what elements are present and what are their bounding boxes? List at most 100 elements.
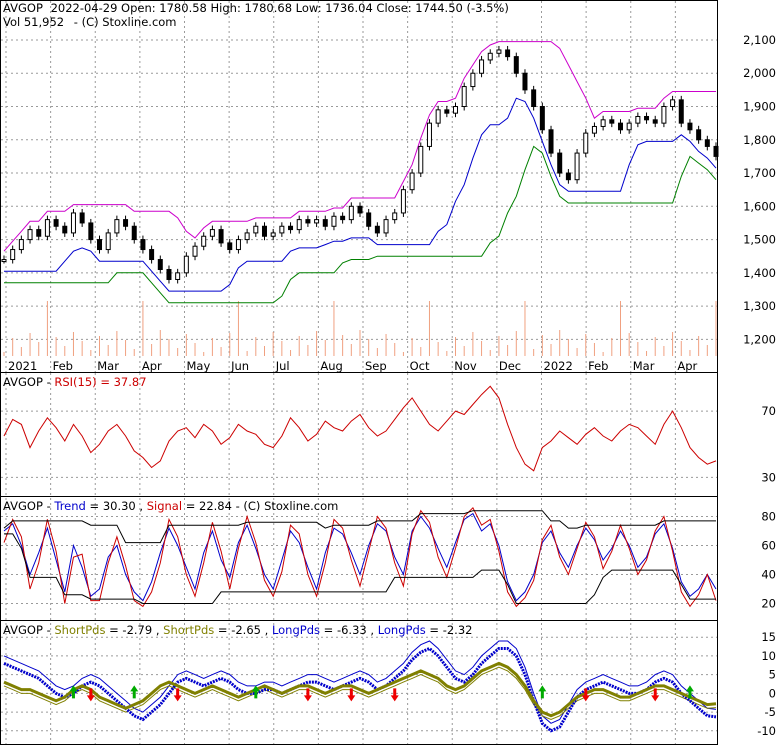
buy-arrow [251,685,260,699]
price-x-tick: 2022 [544,359,573,373]
buy-arrow [538,685,547,699]
candle-body [479,59,485,74]
price-x-tick: Feb [53,359,73,373]
candle-body [201,235,207,247]
sell-arrow [390,688,399,702]
sell-arrow [303,688,312,702]
sell-arrow [581,688,590,702]
trend-y-tick: 80 [761,510,776,524]
candle-body [261,225,267,237]
candle-body [426,122,432,147]
price-y-tick: 1,200 [743,332,776,346]
price-y-tick: 2,100 [743,33,776,47]
rsi-header: AVGOP - RSI(15) = 37.87 [3,375,147,389]
candle-body [10,249,16,261]
candle-body [209,229,215,237]
candle-body [652,119,658,124]
pds-y-tick: 10 [761,649,776,663]
rsi-panel-frame [0,372,718,497]
candle-body [123,219,129,227]
candle-body [713,145,719,157]
candle-body [366,212,372,227]
rsi-y-tick: 30 [761,470,776,484]
price-x-tick: Oct [410,359,430,373]
price-x-tick: Nov [454,359,477,373]
candle-body [314,219,320,224]
candle-body [591,125,597,134]
candle-body [374,225,380,234]
candle-body [1,259,7,263]
lower-channel-line [4,97,717,292]
sell-arrow [86,688,95,702]
candle-body [400,189,406,214]
trend-header: AVGOP - Trend = 30.30 , Signal = 22.84 -… [3,499,338,513]
price-panel-frame [0,0,718,373]
candle-body [192,245,198,257]
price-y-tick: 1,800 [743,133,776,147]
candle-body [687,122,693,131]
candle-body [574,152,580,181]
candle-body [461,86,467,108]
price-y-tick: 1,900 [743,100,776,114]
sell-arrow [347,688,356,702]
candle-body [331,215,337,227]
rsi-line [3,385,717,472]
candle-body [340,215,346,221]
price-y-tick: 1,400 [743,266,776,280]
pds-y-tick: 5 [769,668,776,682]
candle-body [696,129,702,141]
long-pds-line [3,646,717,733]
pds-layer [3,640,717,733]
price-y-tick: 1,600 [743,199,776,213]
price-x-tick: Jun [230,359,249,373]
trend-series-line [3,506,717,608]
price-x-tick: Aug [320,359,342,373]
price-y-tick: 1,500 [743,233,776,247]
candle-body [105,232,111,251]
candle-body [409,172,415,191]
candle-body [644,115,650,121]
candle-body [44,219,50,237]
candle-body [357,205,363,214]
pds-y-tick: -10 [757,724,776,738]
candle-body [583,132,589,154]
candle-body [383,219,389,234]
trend-y-tick: 20 [761,597,776,611]
candle-body [453,106,459,114]
candle-body [487,52,493,61]
candle-body [305,219,311,224]
candle-body [88,222,94,241]
price-y-tick: 1,300 [743,299,776,313]
price-x-tick: Apr [677,359,697,373]
candle-body [444,109,450,114]
price-x-tick: 2021 [8,359,37,373]
rsi-layer [3,385,717,472]
candle-body [678,99,684,124]
candle-body [296,219,302,231]
candle-body [505,49,511,58]
short-pds-thin-line [3,666,717,721]
candle-body [557,152,563,174]
price-y-tick: 2,000 [743,66,776,80]
candle-body [218,229,224,244]
candle-body [166,269,172,280]
price-x-tick: Sep [365,359,387,373]
sell-arrow [651,688,660,702]
price-layer [1,41,719,356]
price-x-tick: May [187,359,211,373]
candle-body [183,255,189,274]
candle-body [131,225,137,241]
candle-body [418,145,424,174]
candle-body [227,242,233,251]
price-x-tick: Feb [588,359,608,373]
candle-body [635,115,641,124]
short-pds-line [3,661,717,718]
candle-body [600,119,606,127]
candle-body [609,119,615,124]
candle-body [114,219,120,234]
pds-header: AVGOP - ShortPds = -2.79 , ShortPds = -2… [3,623,472,637]
candle-body [513,56,519,74]
candle-body [548,129,554,154]
candle-body [661,106,667,124]
candle-body [36,229,42,237]
